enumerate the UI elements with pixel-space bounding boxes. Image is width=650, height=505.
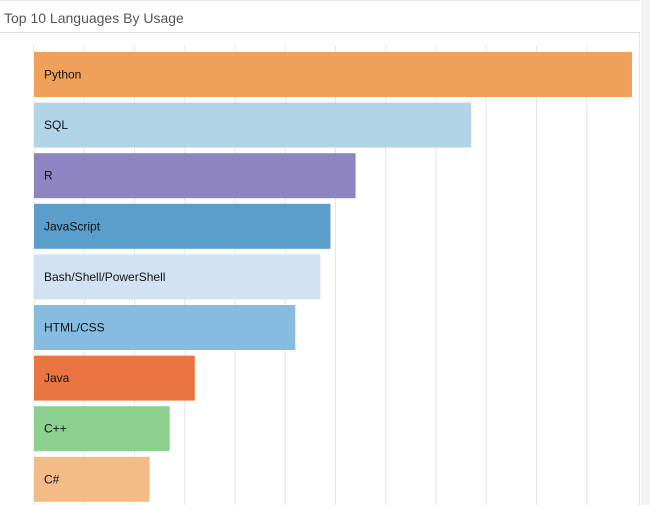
bar-label: C# <box>44 472 60 486</box>
bar-label: R <box>44 169 53 183</box>
bar[interactable] <box>34 102 472 148</box>
bar-label: Bash/Shell/PowerShell <box>44 270 165 284</box>
bars <box>34 52 632 502</box>
bar-label: Python <box>44 68 81 82</box>
bar[interactable] <box>34 203 331 249</box>
panel-title: Top 10 Languages By Usage <box>4 10 184 26</box>
bar-label: C++ <box>44 422 67 436</box>
scrollbar-track[interactable] <box>641 0 650 505</box>
bar[interactable] <box>34 254 321 300</box>
bar-label: HTML/CSS <box>44 321 105 335</box>
bar-label: SQL <box>44 118 68 132</box>
bar-label: Java <box>44 371 70 385</box>
bar[interactable] <box>34 406 170 452</box>
bar[interactable] <box>34 456 150 502</box>
bar[interactable] <box>34 153 356 199</box>
bar[interactable] <box>34 52 632 97</box>
bar[interactable] <box>34 305 296 350</box>
panel-header: Top 10 Languages By Usage <box>0 0 640 33</box>
bar[interactable] <box>34 355 195 401</box>
bar-label: JavaScript <box>44 219 101 233</box>
bar-labels: Python SQL R JavaScript Bash/Shell/PowerShel… <box>44 68 165 487</box>
